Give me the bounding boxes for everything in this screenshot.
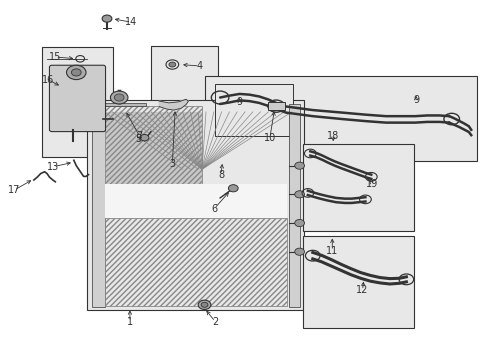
Circle shape: [110, 91, 128, 104]
Circle shape: [294, 248, 304, 255]
Bar: [303, 144, 413, 231]
Circle shape: [114, 94, 124, 101]
Bar: [289, 104, 300, 307]
Bar: [104, 107, 202, 184]
Bar: [92, 104, 104, 307]
FancyBboxPatch shape: [49, 65, 105, 132]
Circle shape: [71, 69, 81, 76]
Circle shape: [294, 162, 304, 169]
Text: 10: 10: [263, 133, 275, 143]
Bar: [104, 219, 287, 306]
Bar: [303, 235, 413, 328]
Text: 19: 19: [366, 179, 378, 189]
Text: 7: 7: [136, 131, 142, 141]
Bar: [42, 47, 113, 157]
Text: 8: 8: [218, 170, 224, 180]
Text: 15: 15: [49, 52, 61, 62]
Text: 14: 14: [125, 17, 137, 27]
Text: 9: 9: [412, 95, 418, 105]
Circle shape: [228, 185, 238, 192]
Text: 17: 17: [8, 185, 20, 195]
Text: 1: 1: [126, 317, 133, 327]
Text: 2: 2: [212, 317, 218, 327]
Text: 12: 12: [356, 285, 368, 296]
Bar: [267, 102, 285, 110]
Text: 18: 18: [326, 131, 339, 141]
Text: 9: 9: [236, 97, 242, 107]
Bar: [215, 84, 293, 136]
Circle shape: [201, 302, 207, 307]
Bar: [104, 103, 146, 107]
Circle shape: [294, 191, 304, 198]
Text: 5: 5: [135, 134, 142, 144]
Circle shape: [102, 15, 112, 22]
Bar: [104, 184, 287, 218]
Circle shape: [198, 300, 210, 310]
Polygon shape: [159, 99, 188, 110]
Text: 6: 6: [211, 204, 217, 214]
Circle shape: [168, 62, 175, 67]
Bar: [204, 76, 476, 161]
Text: 3: 3: [169, 159, 175, 169]
Text: 11: 11: [325, 246, 338, 256]
Text: 16: 16: [42, 75, 54, 85]
Text: 13: 13: [47, 162, 60, 172]
Circle shape: [140, 134, 149, 141]
Bar: [104, 112, 202, 184]
Circle shape: [294, 220, 304, 226]
Bar: [151, 45, 217, 134]
Text: 4: 4: [196, 61, 203, 71]
Circle shape: [66, 65, 86, 80]
Bar: [87, 100, 304, 310]
